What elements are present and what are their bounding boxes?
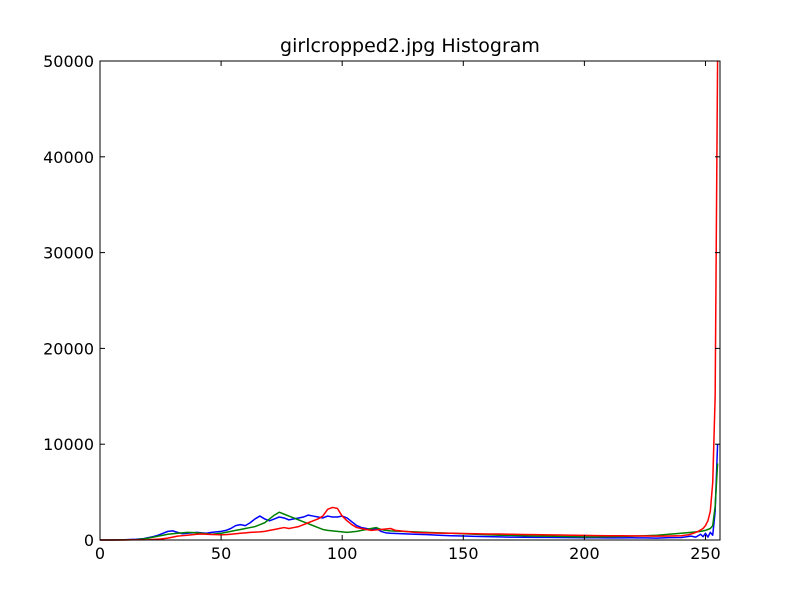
y-tick-label: 40000: [43, 148, 94, 167]
plot-frame: [99, 60, 721, 541]
plot-area: [100, 61, 720, 540]
series-line-1: [99, 463, 719, 541]
x-tick-label: 150: [448, 544, 479, 563]
y-tick-label: 10000: [43, 435, 94, 454]
y-tick-label: 0: [84, 531, 94, 550]
x-tick-label: 50: [211, 544, 231, 563]
x-tick-label: 200: [569, 544, 600, 563]
chart-title: girlcropped2.jpg Histogram: [280, 35, 540, 57]
series-layer: [99, 60, 719, 541]
ticks-layer: 0 50 100 150 200 250 0 10000 20000 30000 40000 5000…: [43, 52, 721, 563]
y-tick-label: 30000: [43, 244, 94, 263]
y-tick-label: 20000: [43, 339, 94, 358]
x-tick-label: 100: [327, 544, 358, 563]
x-tick-label: 250: [690, 544, 721, 563]
y-tick-label: 50000: [43, 52, 94, 71]
series-line-2: [99, 60, 719, 541]
x-tick-label: 0: [95, 544, 105, 563]
